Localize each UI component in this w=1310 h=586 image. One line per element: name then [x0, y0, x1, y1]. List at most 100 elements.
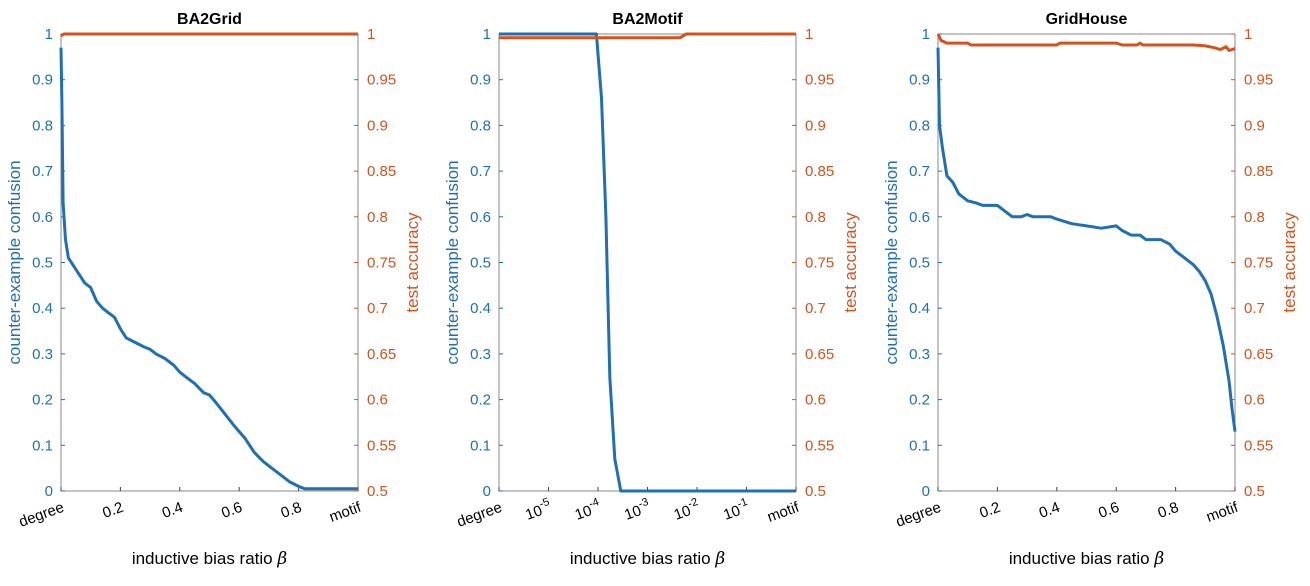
y-left-tick-label: 0.2 [909, 392, 930, 409]
y-left-tick-label: 0.3 [909, 346, 930, 363]
y-right-tick-label: 0.9 [1244, 117, 1265, 134]
x-tick-label: 10-4 [572, 496, 604, 524]
y-left-tick-label: 1 [483, 26, 491, 43]
y-left-tick-label: 0.7 [909, 163, 930, 180]
y-left-tick-label: 0.8 [909, 117, 930, 134]
y-right-tick-label: 0.6 [805, 392, 826, 409]
y-right-tick-label: 0.85 [1244, 163, 1273, 180]
y-right-tick-label: 0.6 [1244, 392, 1265, 409]
y-right-tick-label: 0.95 [1244, 72, 1273, 89]
chart-title: BA2Motif [612, 11, 683, 28]
y-left-tick-label: 0.5 [909, 255, 930, 272]
x-tick-label: 0.2 [977, 499, 1002, 522]
y-right-axis-label: test accuracy [403, 212, 422, 313]
y-right-tick-label: 0.75 [367, 255, 396, 272]
y-left-tick-label: 0.5 [32, 255, 53, 272]
x-axis-label: inductive bias ratio β [570, 549, 726, 569]
y-left-axis-label: counter-example confusion [5, 160, 24, 364]
y-left-tick-label: 0.5 [470, 255, 491, 272]
y-right-tick-label: 0.65 [1244, 346, 1273, 363]
x-tick-label: 10-2 [671, 496, 703, 524]
y-left-tick-label: 0.9 [32, 72, 53, 89]
y-right-tick-label: 0.6 [367, 392, 388, 409]
x-tick-label: 0.6 [219, 499, 244, 522]
x-tick-label: 0.8 [279, 499, 304, 522]
y-left-axis-label: counter-example confusion [443, 160, 462, 364]
y-left-tick-label: 0.6 [470, 209, 491, 226]
x-tick-label: degree [455, 499, 505, 531]
panel-gridhouse: GridHouse 0 0.1 0.2 0.3 0.4 0.5 0.6 0.7 0.8 0.9 1 0.… [882, 11, 1299, 569]
y-left-tick-label: 0.2 [470, 392, 491, 409]
panel-ba2motif: BA2Motif 0 0.1 0.2 0.3 0.4 0.5 0.6 0.7 0.8 0.9 1 0.5… [443, 11, 860, 569]
series-line-accuracy [499, 32, 796, 40]
chart-title: BA2Grid [177, 11, 242, 28]
y-right-tick-label: 0.8 [805, 209, 826, 226]
y-left-tick-label: 0.7 [470, 163, 491, 180]
y-right-tick-label: 0.95 [367, 72, 396, 89]
y-left-tick-label: 0.9 [909, 72, 930, 89]
y-right-tick-label: 0.5 [367, 483, 388, 500]
y-right-tick-label: 0.7 [1244, 300, 1265, 317]
x-tick-label: 10-1 [720, 496, 752, 524]
y-left-tick-label: 0.3 [470, 346, 491, 363]
panel-ba2grid: BA2Grid 0 0.1 0.2 0.3 0.4 0.5 0.6 0.7 0.8 0.9 1 0.5 0… [5, 11, 422, 569]
y-left-tick-label: 0.3 [32, 346, 53, 363]
y-left-tick-label: 0.4 [909, 300, 930, 317]
x-tick-label: motif [1204, 499, 1241, 526]
y-left-tick-label: 0.6 [32, 209, 53, 226]
y-left-tick-label: 0.4 [470, 300, 491, 317]
y-left-tick-label: 0 [45, 483, 53, 500]
y-right-tick-label: 0.55 [805, 437, 834, 454]
y-right-tick-label: 0.8 [1244, 209, 1265, 226]
y-left-tick-label: 0.9 [470, 72, 491, 89]
y-right-tick-label: 0.65 [367, 346, 396, 363]
x-axis-label: inductive bias ratio β [132, 549, 288, 569]
x-tick-label: 0.4 [1037, 499, 1062, 522]
y-left-tick-label: 0.4 [32, 300, 53, 317]
y-right-tick-label: 0.85 [805, 163, 834, 180]
y-left-tick-label: 0.6 [909, 209, 930, 226]
y-right-tick-label: 1 [1244, 26, 1252, 43]
y-right-tick-label: 0.65 [805, 346, 834, 363]
chart-title: GridHouse [1046, 11, 1128, 28]
y-left-tick-label: 1 [45, 26, 53, 43]
y-right-axis-label: test accuracy [1280, 212, 1299, 313]
y-right-tick-label: 0.5 [1244, 483, 1265, 500]
y-right-tick-label: 0.75 [1244, 255, 1273, 272]
y-left-tick-label: 0.2 [32, 392, 53, 409]
x-tick-label: 0.8 [1156, 499, 1181, 522]
y-right-axis-label: test accuracy [841, 212, 860, 313]
x-tick-label: motif [765, 499, 802, 526]
x-tick-label: 10-3 [621, 496, 653, 524]
y-right-tick-label: 0.75 [805, 255, 834, 272]
x-tick-label: 10-5 [522, 496, 554, 524]
x-tick-label: 0.6 [1096, 499, 1121, 522]
series-line-confusion [499, 32, 796, 493]
y-right-tick-label: 0.55 [1244, 437, 1273, 454]
y-right-tick-label: 0.8 [367, 209, 388, 226]
y-left-tick-label: 1 [922, 26, 930, 43]
y-left-tick-label: 0.8 [470, 117, 491, 134]
y-right-tick-label: 0.55 [367, 437, 396, 454]
series-line-accuracy [936, 33, 1236, 52]
y-right-tick-label: 0.5 [805, 483, 826, 500]
y-right-tick-label: 0.95 [805, 72, 834, 89]
series-line-accuracy [60, 32, 358, 38]
y-left-tick-label: 0.1 [32, 437, 53, 454]
y-right-tick-label: 0.9 [367, 117, 388, 134]
y-left-tick-label: 0.1 [909, 437, 930, 454]
y-right-tick-label: 1 [367, 26, 375, 43]
y-left-tick-label: 0 [483, 483, 491, 500]
x-tick-label: 0.2 [100, 499, 125, 522]
y-left-tick-label: 0.8 [32, 117, 53, 134]
y-left-axis-label: counter-example confusion [882, 160, 901, 364]
y-right-tick-label: 0.9 [805, 117, 826, 134]
y-right-tick-label: 1 [805, 26, 813, 43]
x-tick-label: motif [327, 499, 364, 526]
x-tick-label: degree [894, 499, 944, 531]
y-right-tick-label: 0.85 [367, 163, 396, 180]
y-left-tick-label: 0 [922, 483, 930, 500]
y-right-tick-label: 0.7 [805, 300, 826, 317]
plot-area [498, 33, 797, 492]
